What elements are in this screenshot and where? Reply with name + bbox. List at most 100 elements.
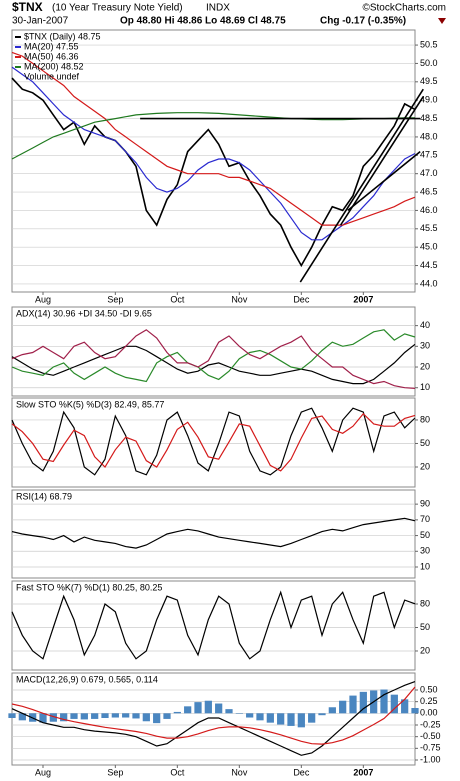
series-line <box>11 681 416 756</box>
histogram-bar <box>411 708 419 714</box>
title-bg <box>13 582 213 593</box>
histogram-bar <box>101 713 109 718</box>
y-tick-label: 70 <box>420 514 430 524</box>
y-tick-label: 0.25 <box>420 696 438 706</box>
panel-title: ADX(14) 30.96 +DI 34.50 -DI 9.65 <box>16 308 152 318</box>
histogram-bar <box>39 713 47 723</box>
title-bg <box>13 399 213 410</box>
histogram-bar <box>111 713 119 718</box>
series-line <box>11 517 416 549</box>
down-arrow <box>438 18 446 24</box>
x-tick-label: Dec <box>293 294 310 304</box>
histogram-bar <box>401 699 409 714</box>
x-tick-label: Aug <box>35 767 51 777</box>
trendline <box>299 88 424 283</box>
histogram-bar <box>390 694 398 714</box>
y-tick-label: 47.0 <box>420 168 438 178</box>
legend-entry: MA(20) 47.55 <box>24 41 79 51</box>
histogram-bar <box>173 711 181 714</box>
histogram-bar <box>163 713 171 719</box>
histogram-bar <box>225 709 233 714</box>
legend-entry: MA(50) 46.36 <box>24 51 79 61</box>
histogram-bar <box>256 713 264 721</box>
x-tick-label: Aug <box>35 294 51 304</box>
histogram-bar <box>122 713 130 718</box>
trendline <box>339 96 424 226</box>
histogram-bar <box>204 700 212 714</box>
y-tick-label: -1.00 <box>420 754 441 764</box>
x-tick-label: Oct <box>170 767 185 777</box>
y-tick-label: 40 <box>420 320 430 330</box>
y-tick-label: -0.50 <box>420 731 441 741</box>
series-line <box>11 66 416 241</box>
y-tick-label: 0.50 <box>420 684 438 694</box>
series-line <box>11 407 416 476</box>
series-line <box>11 412 416 472</box>
title-bg <box>13 491 213 502</box>
trendline <box>347 151 421 212</box>
y-tick-label: 50 <box>420 622 430 632</box>
panel-frame <box>11 672 416 766</box>
y-tick-label: 45.5 <box>420 223 438 233</box>
legend-entry: MA(200) 48.52 <box>24 61 84 71</box>
histogram-bar <box>349 695 357 714</box>
y-tick-label: 30 <box>420 341 430 351</box>
y-tick-label: 48.5 <box>420 113 438 123</box>
histogram-bar <box>297 713 305 728</box>
y-tick-label: 46.5 <box>420 186 438 196</box>
series-line <box>11 51 416 226</box>
series-line <box>11 329 416 383</box>
histogram-bar <box>380 689 388 714</box>
credit: ©StockCharts.com <box>362 3 446 14</box>
y-tick-label: 45.0 <box>420 242 438 252</box>
histogram-bar <box>132 713 140 719</box>
histogram-bar <box>153 713 161 724</box>
y-tick-label: 48.0 <box>420 131 438 141</box>
y-tick-label: 50.0 <box>420 58 438 68</box>
series-line <box>11 686 416 745</box>
y-tick-label: 90 <box>420 499 430 509</box>
panel-frame <box>11 580 416 671</box>
histogram-bar <box>70 713 78 719</box>
series-line <box>11 329 416 389</box>
symbol: $TNX <box>12 0 43 14</box>
y-tick-label: 50 <box>420 438 430 448</box>
y-tick-label: 20 <box>420 645 430 655</box>
histogram-bar <box>80 713 88 720</box>
histogram-bar <box>266 713 274 723</box>
description: (10 Year Treasury Note Yield) <box>52 3 183 14</box>
histogram-bar <box>215 703 223 714</box>
x-tick-label: 2007 <box>353 767 373 777</box>
panel-title: Slow STO %K(5) %D(3) 82.49, 85.77 <box>16 399 164 409</box>
histogram-bar <box>308 713 316 723</box>
series-line <box>11 112 415 160</box>
title-bg <box>13 674 213 685</box>
histogram-bar <box>339 700 347 714</box>
series-line <box>11 77 416 268</box>
y-tick-label: 80 <box>420 598 430 608</box>
x-tick-label: 2007 <box>353 294 373 304</box>
histogram-bar <box>318 713 326 716</box>
y-tick-label: 0.00 <box>420 708 438 718</box>
histogram-bar <box>246 713 254 718</box>
y-tick-label: -0.75 <box>420 743 441 753</box>
x-tick-label: Nov <box>231 767 248 777</box>
x-tick-label: Sep <box>107 767 123 777</box>
x-tick-label: Oct <box>170 294 185 304</box>
y-tick-label: -0.25 <box>420 719 441 729</box>
exchange: INDX <box>206 3 230 14</box>
y-tick-label: 30 <box>420 546 430 556</box>
title-bg <box>13 308 213 319</box>
x-tick-label: Dec <box>293 767 310 777</box>
histogram-bar <box>359 691 367 714</box>
histogram-bar <box>91 713 99 719</box>
panel-frame <box>11 489 416 579</box>
date: 30-Jan-2007 <box>12 16 69 27</box>
histogram-bar <box>49 713 57 722</box>
y-tick-label: 44.0 <box>420 278 438 288</box>
histogram-bar <box>184 706 192 714</box>
histogram-bar <box>287 713 295 726</box>
panel-frame <box>11 29 416 293</box>
